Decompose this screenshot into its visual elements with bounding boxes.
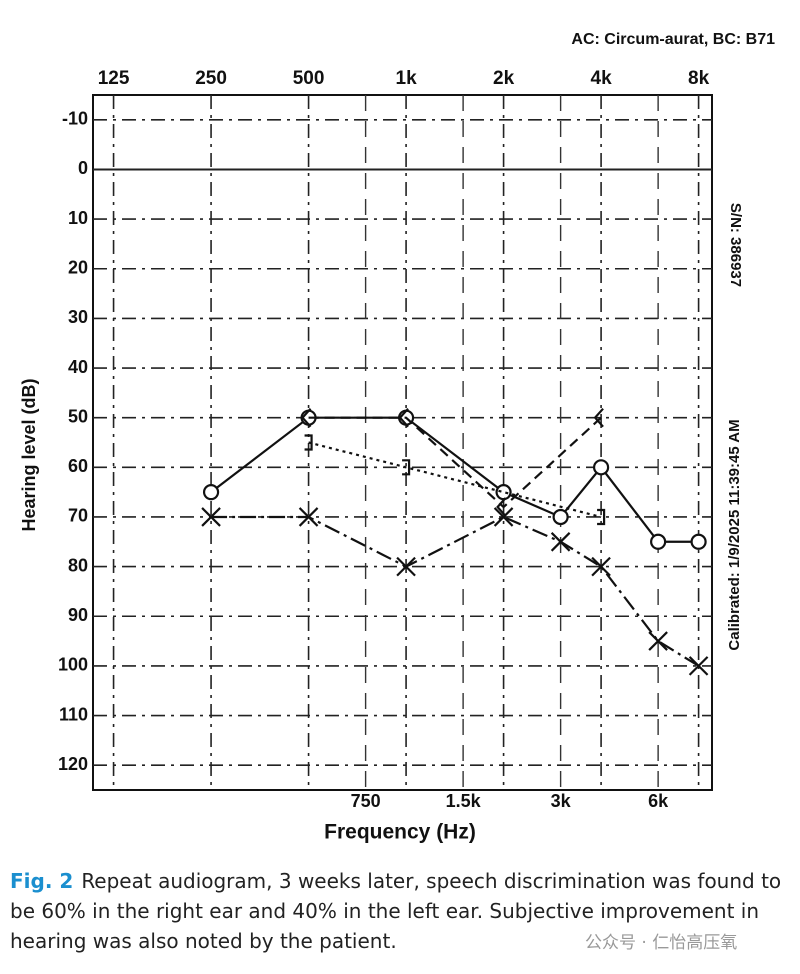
plot-frame xyxy=(92,94,713,791)
x-tick-label: 2k xyxy=(493,68,515,89)
marker-bracket xyxy=(496,497,507,517)
data-point xyxy=(202,484,220,501)
y-tick-label: 90 xyxy=(68,605,88,625)
y-tick-label: 40 xyxy=(68,357,88,377)
marker-cross xyxy=(688,656,709,676)
y-tick-label: 50 xyxy=(68,406,88,426)
data-point xyxy=(688,656,709,676)
marker-bracket xyxy=(304,434,313,451)
data-point xyxy=(304,434,313,451)
series-line xyxy=(210,416,699,543)
data-point xyxy=(597,508,606,526)
chart: AC: Circum-aurat, BC: B71 Frequency (Hz)… xyxy=(19,31,775,844)
marker-circle xyxy=(592,459,610,476)
marker-bracket xyxy=(402,459,411,476)
serial-number: S/N: 386937 xyxy=(727,203,744,287)
series-line xyxy=(308,416,602,509)
marker-bracket xyxy=(398,407,409,428)
data-point xyxy=(650,533,667,550)
x-tick-label: 250 xyxy=(195,68,227,89)
marker-cross xyxy=(298,507,319,527)
y-tick-label: 30 xyxy=(68,307,88,327)
data-point xyxy=(301,407,312,428)
y-tick-label: 80 xyxy=(68,555,88,575)
y-tick-label: 20 xyxy=(68,258,88,278)
x-minor-tick-label: 3k xyxy=(551,791,572,811)
marker-circle xyxy=(202,484,220,501)
marker-circle xyxy=(552,508,569,526)
y-tick-label: 60 xyxy=(68,456,88,476)
data-point xyxy=(298,507,319,527)
x-tick-label: 8k xyxy=(688,68,710,89)
y-axis-title: Hearing level (dB) xyxy=(19,378,39,531)
data-point xyxy=(648,631,668,651)
marker-cross xyxy=(550,532,571,552)
y-tick-label: 0 xyxy=(78,158,88,178)
chart-title: AC: Circum-aurat, BC: B71 xyxy=(571,31,775,48)
data-point xyxy=(402,459,411,476)
x-tick-label: 4k xyxy=(591,68,613,89)
figure-label: Fig. 2 xyxy=(10,869,74,893)
x-minor-tick-label: 6k xyxy=(648,791,669,811)
series-line xyxy=(308,441,602,519)
marker-cross xyxy=(201,507,221,527)
series-line xyxy=(211,515,700,667)
marker-cross xyxy=(648,631,668,651)
x-minor-tick-label: 750 xyxy=(351,791,381,811)
marker-cross xyxy=(396,556,416,577)
y-tick-label: 120 xyxy=(58,754,88,774)
x-minor-tick-label: 1.5k xyxy=(446,791,482,811)
data-point xyxy=(690,533,707,550)
marker-bracket xyxy=(301,407,312,428)
x-tick-label: 125 xyxy=(98,68,130,89)
data-point xyxy=(398,407,409,428)
data-point xyxy=(592,459,610,476)
marker-bracket xyxy=(597,508,606,526)
data-point xyxy=(593,407,604,428)
y-tick-label: 100 xyxy=(58,655,88,675)
marker-cross xyxy=(493,507,514,527)
caption: Fig. 2 Repeat audiogram, 3 weeks later, s… xyxy=(10,866,792,956)
x-axis-title: Frequency (Hz) xyxy=(324,821,476,844)
y-tick-label: -10 xyxy=(62,109,88,129)
caption-text: Repeat audiogram, 3 weeks later, speech … xyxy=(10,869,782,953)
y-tick-label: 70 xyxy=(68,506,88,526)
watermark: 公众号 · 仁怡高压氧 xyxy=(585,933,738,953)
data-point xyxy=(493,507,514,527)
data-point xyxy=(201,507,221,527)
data-point xyxy=(552,508,569,526)
marker-bracket xyxy=(593,407,604,428)
data-point xyxy=(550,532,571,552)
data-point xyxy=(496,497,507,517)
data-point xyxy=(591,556,611,577)
data-point xyxy=(396,556,416,577)
marker-cross xyxy=(591,556,611,577)
calibration-note: Calibrated: 1/9/2025 11:39:45 AM xyxy=(726,419,743,650)
x-tick-label: 500 xyxy=(293,68,325,89)
marker-circle xyxy=(495,484,512,501)
y-tick-label: 110 xyxy=(59,704,88,724)
marker-circle xyxy=(690,533,707,550)
data-point xyxy=(495,484,512,501)
x-tick-label: 1k xyxy=(396,68,418,89)
y-tick-label: 10 xyxy=(68,208,88,228)
marker-circle xyxy=(650,533,667,550)
